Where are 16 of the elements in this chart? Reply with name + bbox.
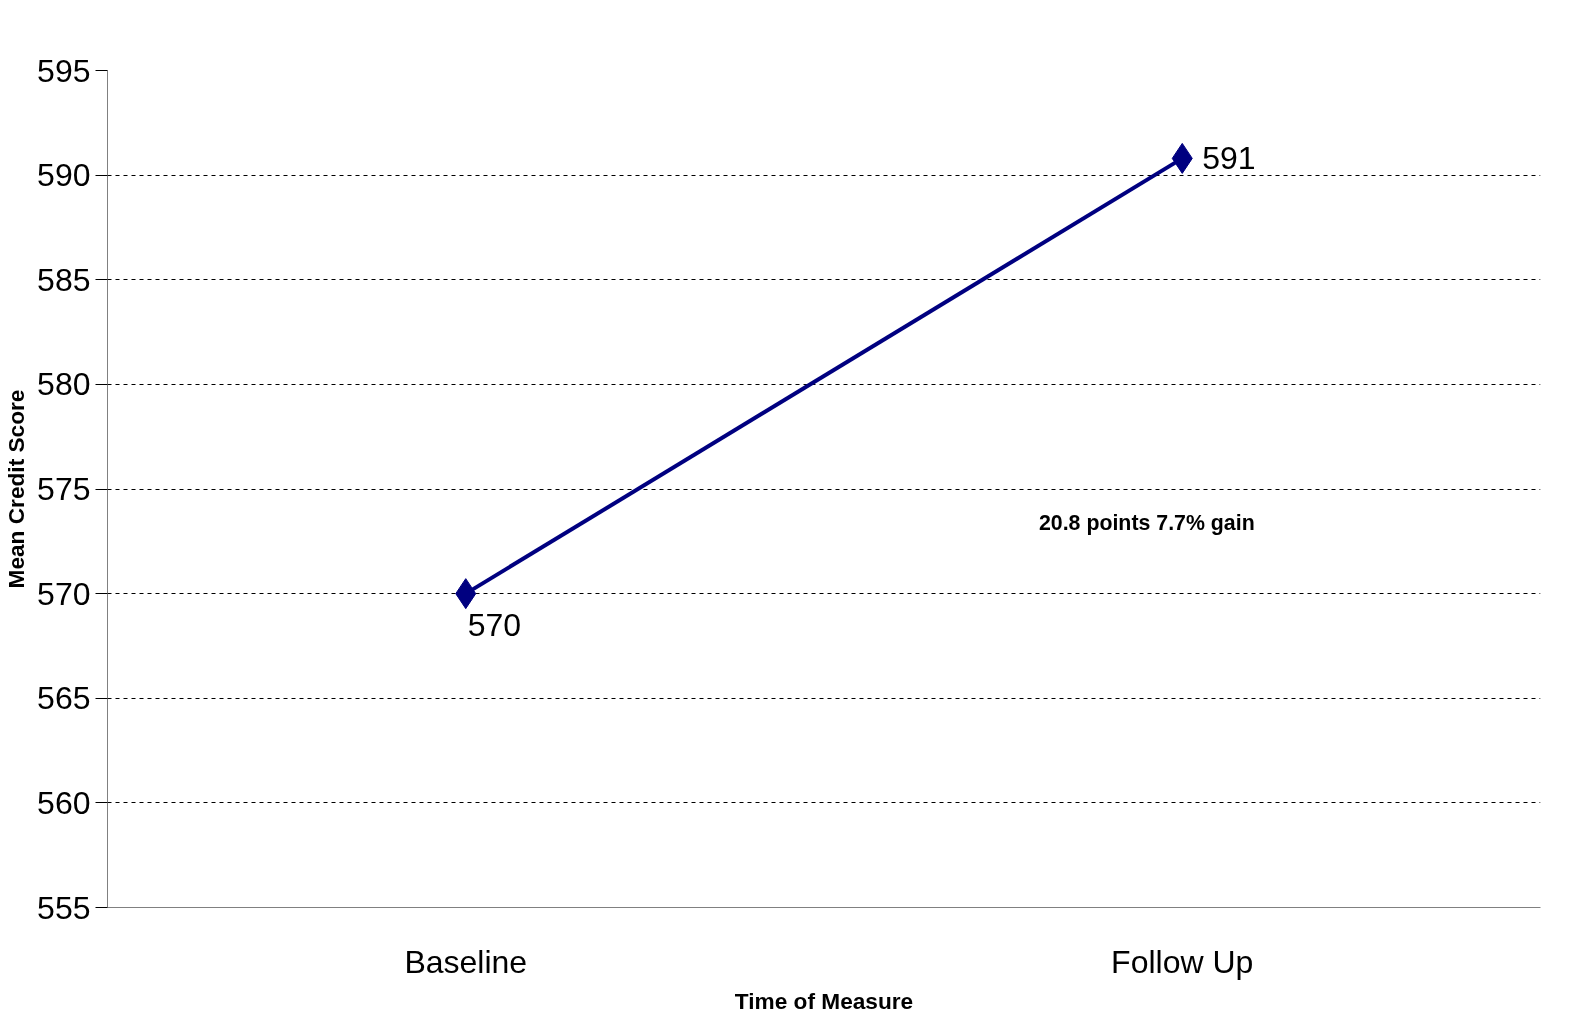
y-tick-label: 580 — [37, 366, 91, 403]
y-axis-title: Mean Credit Score — [3, 389, 30, 589]
y-tick-label: 555 — [37, 889, 91, 926]
data-label: 570 — [467, 606, 522, 643]
y-tick-label: 575 — [37, 471, 91, 507]
annotation: 20.8 points 7.7% gain — [1038, 511, 1255, 536]
y-tick-label: 570 — [37, 575, 91, 612]
x-axis-title: Time of Measure — [734, 987, 914, 1014]
x-tick-label: Follow Up — [1111, 943, 1254, 980]
y-tick-label: 585 — [37, 261, 91, 298]
x-tick-label: Baseline — [404, 943, 528, 980]
y-tick-label: 560 — [37, 784, 91, 821]
y-tick-label: 595 — [37, 52, 91, 89]
y-tick-label: 590 — [37, 157, 91, 194]
y-tick-label: 565 — [37, 680, 91, 717]
data-label: 591 — [1202, 140, 1256, 177]
